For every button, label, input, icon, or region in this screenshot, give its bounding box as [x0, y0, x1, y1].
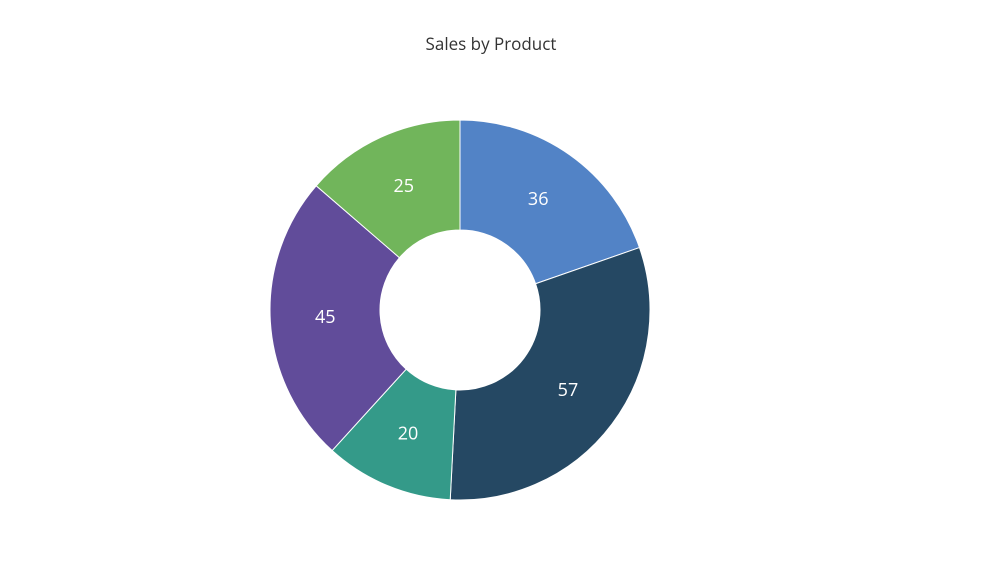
- slice-value-label: 57: [558, 378, 579, 402]
- slice-value-label: 20: [398, 421, 419, 445]
- slice-value-label: 25: [394, 174, 415, 198]
- donut-slice[interactable]: [450, 248, 650, 500]
- slice-value-label: 36: [528, 187, 549, 211]
- donut-chart: Sales by Product 3657204525: [0, 0, 982, 570]
- donut-svg: 36 57 20 45 25: [0, 0, 982, 570]
- slice-value-label: 45: [315, 305, 336, 329]
